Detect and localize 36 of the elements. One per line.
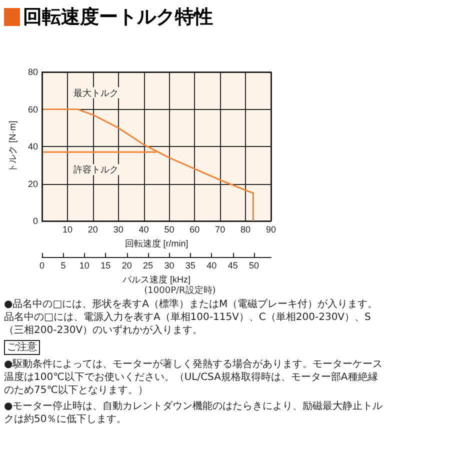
x-tick-label: 30 — [113, 224, 124, 234]
x2-tick-label: 35 — [185, 260, 196, 270]
x-tick-label: 20 — [88, 224, 98, 234]
y-tick-label: 20 — [28, 178, 38, 189]
x2-tick-label: 30 — [164, 260, 174, 270]
text: ●駆動条件によっては、モーターが著しく発熱する場合があります。モーターケース温度は100℃以下でお使いください。（UL/CSA規格取得時は、モーター部A種絶縁のため75℃以下となります。） — [4, 359, 383, 396]
x2-tick-label: 5 — [60, 260, 66, 270]
y-tick-label: 60 — [28, 104, 38, 114]
y-axis-title: トルク [N·m] — [8, 120, 18, 172]
series-label: 最大トルク — [73, 88, 118, 98]
x-axis-title: 回転速度 [r/min] — [124, 238, 188, 248]
y-tick-label: 40 — [28, 142, 38, 152]
text: ●モーター停止時は、自動カレントダウン機能のはたらきにより、励磁最大静止トルクは約50％に低下します。 — [4, 401, 383, 425]
x2-tick-label: 50 — [249, 260, 260, 270]
x2-tick-label: 15 — [100, 260, 111, 270]
x-tick-label: 70 — [215, 224, 226, 234]
x2-tick-label: 10 — [79, 260, 90, 270]
text: (1000P/R設定時) — [143, 284, 217, 297]
text: ●品名中の□には、形状を表すA（標準）またはM（電磁ブレーキ付）が入ります。品名中の□には、電源入力を表すA（単相100-115V）、C（単相200-230V）、S（三相200-230V）のいずれかが入ります。 — [4, 299, 378, 336]
x2-tick-label: 0 — [39, 260, 45, 270]
y-tick-label: 80 — [28, 67, 38, 77]
series-label: 許容トルク — [73, 164, 118, 175]
y-tick-label: 0 — [32, 216, 38, 226]
x-tick-label: 50 — [164, 224, 174, 234]
x2-axis-title: パルス速度 [kHz] — [121, 274, 191, 284]
x2-tick-label: 20 — [122, 260, 132, 270]
x-tick-label: 90 — [266, 224, 276, 234]
x2-tick-label: 45 — [228, 260, 238, 270]
x-tick-label: 10 — [62, 224, 72, 234]
text: ご注意 — [4, 340, 40, 355]
x2-tick-label: 25 — [143, 260, 154, 270]
chart-title: 回転速度ートルク特性 — [23, 5, 213, 30]
x-tick-label: 60 — [190, 224, 200, 234]
x-tick-label: 80 — [240, 224, 251, 234]
x2-tick-label: 40 — [206, 260, 217, 270]
x-tick-label: 40 — [138, 224, 149, 234]
